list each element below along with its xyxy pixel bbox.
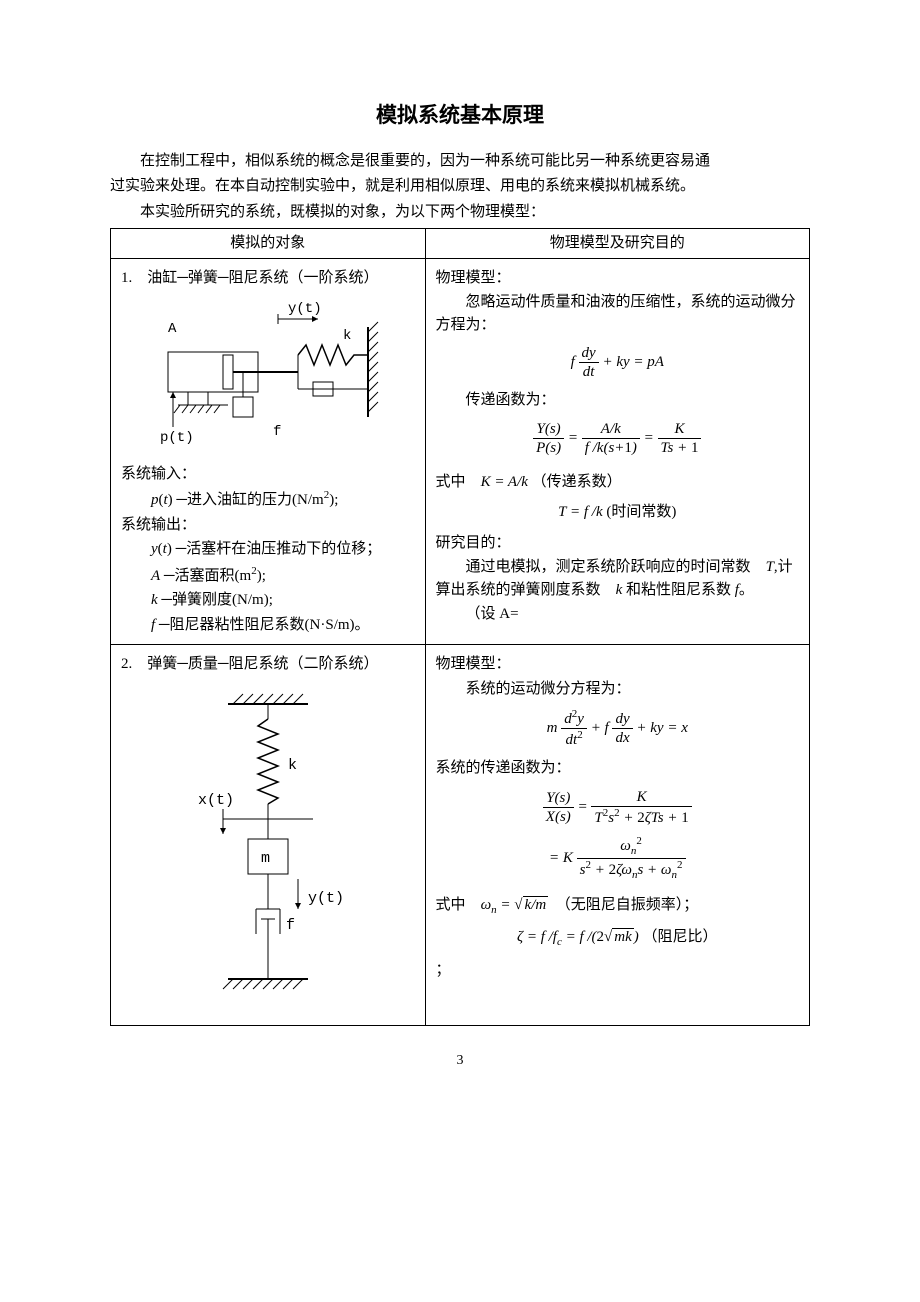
- row2-right-cell: 物理模型： 系统的运动微分方程为： m d2ydt2 + f dydx + ky…: [425, 645, 809, 1026]
- intro-line-2: 过实验来处理。在本自动控制实验中，就是利用相似原理、用电的系统来模拟机械系统。: [110, 175, 810, 198]
- table-row: 1. 油缸─弹簧─阻尼系统（一阶系统） y(t) A k: [111, 258, 810, 645]
- r2-model-desc: 系统的运动微分方程为：: [436, 678, 799, 701]
- r2-model-label: 物理模型：: [436, 653, 799, 676]
- r2-eq1: m d2ydt2 + f dydx + ky = x: [436, 708, 799, 749]
- r2-omega-def: 式中 ωn = k/m （无阻尼自振频率）；: [436, 894, 799, 919]
- r1-eq2: Y(s)P(s) = A/kf /k(s+1) = KTs + 1: [436, 420, 799, 457]
- sys-input-label: 系统输入：: [121, 463, 415, 486]
- table-header-row: 模拟的对象 物理模型及研究目的: [111, 229, 810, 259]
- row2-heading: 2. 弹簧─质量─阻尼系统（二阶系统）: [121, 653, 415, 676]
- r1-goal-label: 研究目的：: [436, 532, 799, 555]
- row1-left-cell: 1. 油缸─弹簧─阻尼系统（一阶系统） y(t) A k: [111, 258, 426, 645]
- r1-T-def: T = f /k (时间常数): [436, 501, 799, 524]
- r2-eq3: = K ωn2s2 + 2ζωns + ωn2: [436, 835, 799, 882]
- f-desc: f ─阻尼器粘性阻尼系数(N·S/m)。: [121, 614, 415, 637]
- header-left: 模拟的对象: [111, 229, 426, 259]
- svg-text:y(t): y(t): [288, 301, 322, 317]
- svg-text:p(t): p(t): [160, 430, 194, 446]
- sys-output-label: 系统输出：: [121, 514, 415, 537]
- intro-line-1: 在控制工程中，相似系统的概念是很重要的，因为一种系统可能比另一种系统更容易通: [110, 150, 810, 173]
- svg-text:k: k: [288, 757, 297, 774]
- r1-setA: （设 A=: [436, 603, 799, 626]
- r1-model-desc: 忽略运动件质量和油液的压缩性，系统的运动微分方程为：: [436, 291, 799, 336]
- main-table: 模拟的对象 物理模型及研究目的 1. 油缸─弹簧─阻尼系统（一阶系统） y(t)…: [110, 228, 810, 1026]
- spring-mass-diagram: k x(t) m: [121, 684, 415, 1012]
- sys-output-desc: y(t) ─活塞杆在油压推动下的位移；: [121, 538, 415, 561]
- cylinder-diagram: y(t) A k: [121, 297, 415, 455]
- sys-input-desc: p(t) ─进入油缸的压力(N/m2);: [121, 487, 415, 512]
- k-desc: k ─弹簧刚度(N/m);: [121, 589, 415, 612]
- svg-text:m: m: [261, 850, 270, 867]
- A-desc: A ─活塞面积(m2);: [121, 563, 415, 588]
- r1-goal-desc: 通过电模拟，测定系统阶跃响应的时间常数 T,计算出系统的弹簧刚度系数 k 和粘性…: [436, 556, 799, 601]
- svg-text:k: k: [343, 328, 351, 344]
- intro-line-3: 本实验所研究的系统，既模拟的对象，为以下两个物理模型：: [110, 201, 810, 224]
- svg-text:y(t): y(t): [308, 890, 344, 907]
- r2-eq2: Y(s)X(s) = KT2s2 + 2ζTs + 1: [436, 788, 799, 827]
- svg-text:A: A: [168, 321, 177, 337]
- row2-left-cell: 2. 弹簧─质量─阻尼系统（二阶系统）: [111, 645, 426, 1026]
- r2-trail: ；: [436, 959, 799, 982]
- svg-text:x(t): x(t): [198, 792, 234, 809]
- svg-text:f: f: [273, 424, 281, 440]
- row1-heading: 1. 油缸─弹簧─阻尼系统（一阶系统）: [121, 267, 415, 290]
- r2-tf-label: 系统的传递函数为：: [436, 757, 799, 780]
- page-title: 模拟系统基本原理: [110, 100, 810, 132]
- svg-text:f: f: [286, 917, 295, 934]
- r2-zeta-def: ζ = f /fc = f /(2mk) （阻尼比）: [436, 926, 799, 951]
- r1-where: 式中 K = A/k （传递系数）: [436, 471, 799, 494]
- header-right: 物理模型及研究目的: [425, 229, 809, 259]
- r1-tf-label: 传递函数为：: [436, 389, 799, 412]
- r1-eq1: f dydt + ky = pA: [436, 344, 799, 381]
- table-row: 2. 弹簧─质量─阻尼系统（二阶系统）: [111, 645, 810, 1026]
- row1-right-cell: 物理模型： 忽略运动件质量和油液的压缩性，系统的运动微分方程为： f dydt …: [425, 258, 809, 645]
- r1-model-label: 物理模型：: [436, 267, 799, 290]
- page-number: 3: [110, 1050, 810, 1071]
